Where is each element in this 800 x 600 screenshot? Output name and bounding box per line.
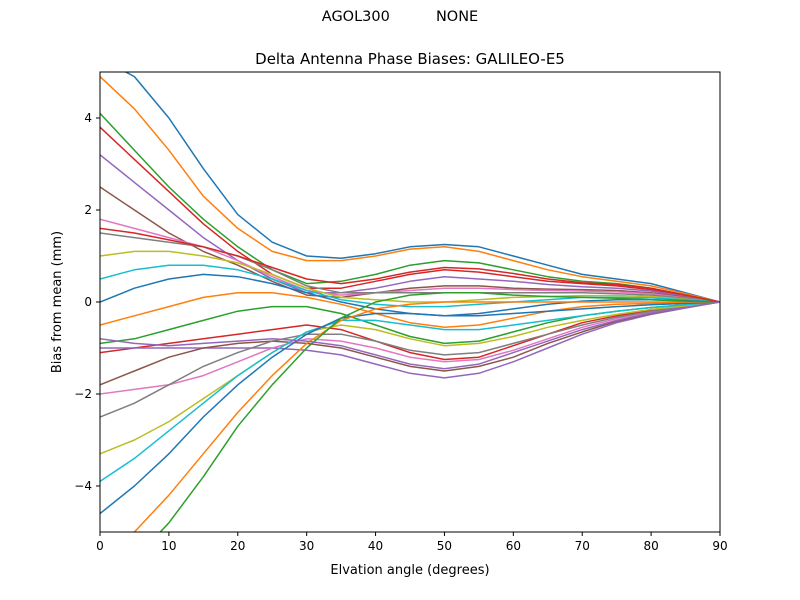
x-tick-label: 60 <box>506 539 521 553</box>
y-tick-label: −2 <box>74 387 92 401</box>
x-tick-label: 10 <box>161 539 176 553</box>
series-line-s3 <box>100 112 720 303</box>
series-line-s14 <box>100 301 720 361</box>
series-line-s5 <box>100 154 720 303</box>
y-tick-label: −4 <box>74 479 92 493</box>
x-tick-label: 0 <box>96 539 104 553</box>
y-axis-label: Bias from mean (mm) <box>50 231 65 373</box>
x-tick-label: 30 <box>299 539 314 553</box>
series-line-s23 <box>159 292 720 532</box>
y-axis: −4 −2 0 2 4 <box>74 111 100 493</box>
series-line-s17 <box>100 301 720 395</box>
figure-suptitle: AGOL300 NONE <box>321 9 479 25</box>
x-tick-label: 90 <box>712 539 727 553</box>
series-line-s19 <box>100 301 720 455</box>
series-line-s9 <box>100 250 720 303</box>
x-tick-label: 80 <box>643 539 658 553</box>
y-tick-label: 0 <box>84 295 92 309</box>
x-tick-label: 50 <box>437 539 452 553</box>
series-line-s21 <box>100 301 720 515</box>
series-line-s25 <box>100 301 720 370</box>
x-tick-label: 40 <box>368 539 383 553</box>
series-line-s16 <box>100 301 720 386</box>
series-line-s10 <box>100 264 720 308</box>
series-line-s18 <box>100 301 720 418</box>
y-tick-label: 4 <box>84 111 92 125</box>
series-line-s4 <box>100 126 720 303</box>
x-axis: 0 10 20 30 40 50 60 70 80 90 <box>96 532 728 553</box>
series-line-s24 <box>100 227 720 303</box>
y-tick-label: 2 <box>84 203 92 217</box>
series-line-s20 <box>100 301 720 483</box>
series-line-s22 <box>133 301 720 532</box>
x-axis-label: Elvation angle (degrees) <box>330 563 489 578</box>
series-layer <box>100 72 720 532</box>
chart-title: Delta Antenna Phase Biases: GALILEO-E5 <box>255 50 565 68</box>
series-line-s6 <box>100 186 720 303</box>
series-line-s12 <box>100 292 720 329</box>
series-line-s1 <box>124 72 720 303</box>
series-line-s2 <box>100 76 720 303</box>
x-tick-label: 70 <box>575 539 590 553</box>
x-tick-label: 20 <box>230 539 245 553</box>
